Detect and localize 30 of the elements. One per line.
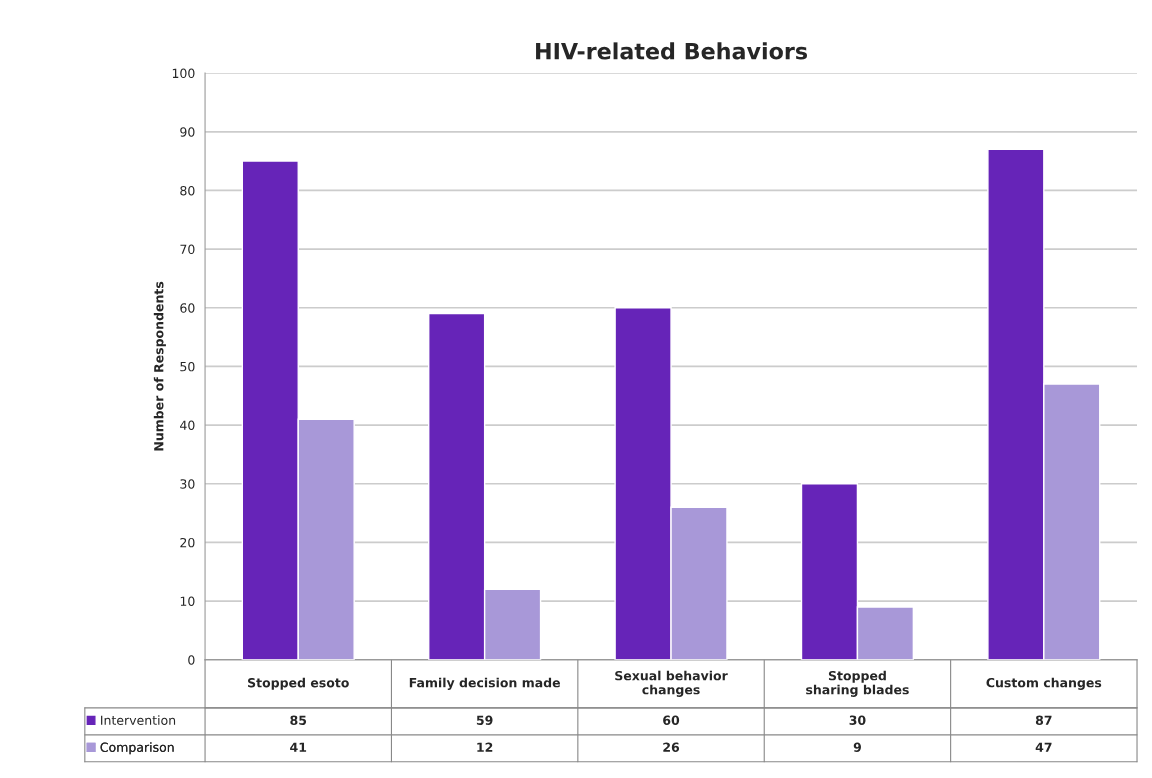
data-label: 12 [477, 742, 493, 752]
data-label: 47 [1035, 742, 1052, 752]
x-tick-label: Family decision made [409, 677, 560, 690]
y-tick-label: 60 [180, 303, 195, 313]
y-tick-label: 40 [180, 420, 195, 431]
y-tick-label: 100 [172, 68, 195, 79]
y-tick-label: 80 [180, 185, 195, 196]
data-label: 26 [663, 742, 680, 752]
y-axis-title: Number of Respondents [153, 281, 166, 451]
x-tick-label: Stopped esoto [248, 677, 349, 690]
y-tick-label: 50 [180, 361, 195, 372]
data-label: 87 [1035, 715, 1052, 725]
data-label: 41 [290, 742, 307, 752]
chart-title: HIV-related Behaviors [536, 42, 808, 60]
y-tick-label: 70 [180, 244, 195, 255]
data-label: 85 [290, 715, 307, 725]
x-tick-label: Custom changes [986, 677, 1102, 690]
x-tick-label: Stopped sharing blades [806, 670, 909, 697]
y-tick-label: 0 [188, 655, 195, 665]
data-label: 59 [476, 715, 493, 725]
y-tick-label: 20 [180, 537, 195, 548]
x-tick-label: Sexual behavior changes [615, 670, 728, 697]
legend-label: Comparison [100, 742, 174, 755]
data-label: 60 [663, 715, 680, 725]
legend-label: Intervention [101, 715, 176, 725]
y-tick-label: 10 [180, 596, 195, 607]
data-label: 30 [849, 715, 866, 725]
y-tick-label: 90 [180, 127, 195, 137]
data-label: 9 [853, 742, 861, 752]
y-tick-label: 30 [180, 479, 195, 489]
